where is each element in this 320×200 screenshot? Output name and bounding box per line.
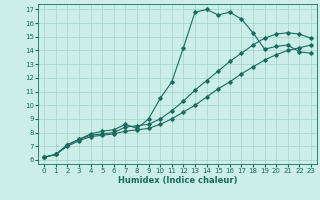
X-axis label: Humidex (Indice chaleur): Humidex (Indice chaleur) — [118, 176, 237, 185]
